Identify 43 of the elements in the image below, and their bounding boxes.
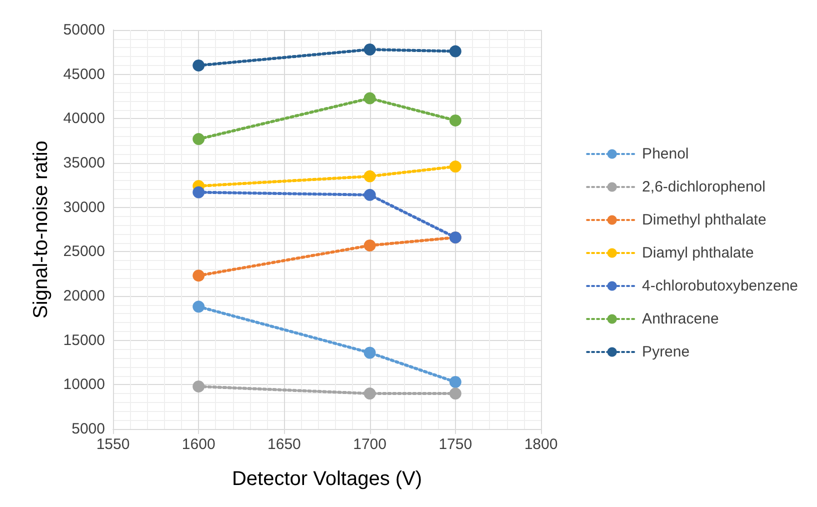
point [192, 59, 205, 72]
y-tick-label: 25000 [63, 243, 105, 260]
y-tick-label: 30000 [63, 198, 105, 216]
legend-label: Diamyl phthalate [642, 244, 754, 262]
x-tick-label: 1700 [353, 436, 386, 453]
y-tick-label: 40000 [63, 110, 105, 128]
x-tick-label: 1650 [268, 436, 301, 453]
legend-label: 4-chlorobutoxybenzene [642, 278, 798, 294]
x-tick-label: 1800 [524, 436, 558, 453]
point [364, 170, 376, 182]
y-tick-label: 20000 [63, 288, 105, 304]
y-tick-label: 35000 [63, 154, 105, 172]
y-tick-label: 15000 [63, 332, 105, 349]
point [192, 300, 205, 313]
point [364, 92, 376, 104]
y-tick-label: 45000 [63, 66, 105, 83]
point [449, 45, 462, 58]
point [449, 388, 462, 400]
x-tick-label: 1750 [438, 436, 472, 453]
point [449, 376, 462, 388]
point [364, 388, 376, 400]
x-axis-title: Detector Voltages (V) [232, 468, 422, 490]
point [192, 380, 205, 392]
point [364, 188, 376, 201]
legend-label: Anthracene [642, 310, 719, 328]
x-tick-label: 1550 [96, 436, 130, 453]
legend-label: Phenol [642, 146, 689, 162]
legend-label: Dimethyl phthalate [642, 212, 766, 228]
point [449, 160, 462, 173]
point [192, 270, 205, 282]
y-tick-label: 10000 [63, 376, 105, 394]
legend-label: 2,6-dichlorophenol [642, 178, 766, 196]
point [364, 44, 376, 56]
point [364, 346, 376, 359]
point [449, 114, 462, 126]
point [192, 186, 205, 198]
legend-label: Pyrene [642, 344, 690, 360]
point [192, 133, 205, 146]
y-tick-label: 5000 [72, 420, 105, 438]
x-tick-label: 1600 [182, 436, 216, 453]
y-axis-title: Signal-to-noise ratio [30, 140, 52, 318]
point [364, 239, 376, 252]
y-tick-label: 50000 [63, 22, 105, 38]
